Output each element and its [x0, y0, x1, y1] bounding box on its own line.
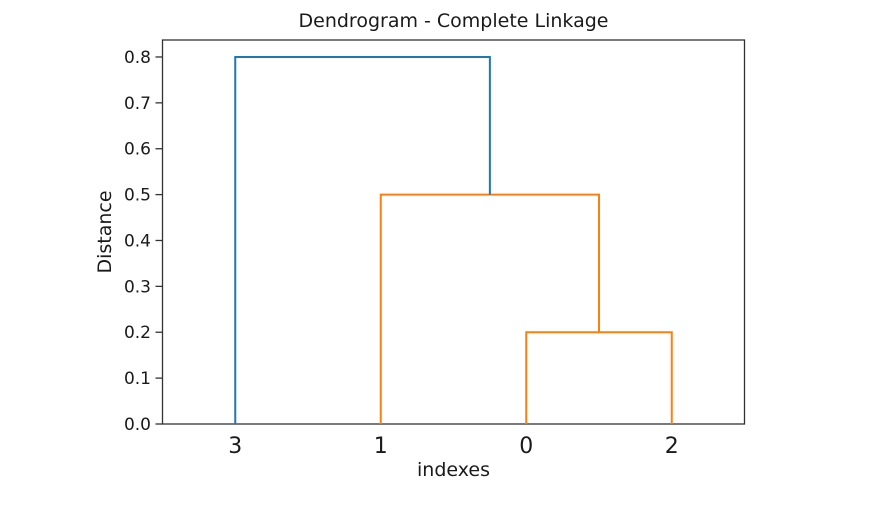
- chart-title: Dendrogram - Complete Linkage: [298, 10, 609, 32]
- x-leaf-label: 0: [519, 434, 533, 459]
- y-tick-label: 0.8: [124, 48, 151, 68]
- x-axis-label: indexes: [417, 459, 490, 481]
- dendrogram-link: [379, 193, 600, 424]
- axes-border: [161, 39, 746, 425]
- y-tick-label: 0.2: [124, 323, 151, 343]
- y-tick-label: 0.1: [124, 369, 151, 389]
- x-leaf-label: 1: [374, 434, 388, 459]
- y-tick-label: 0.7: [124, 94, 151, 114]
- dendrogram-link: [234, 55, 491, 424]
- dendrogram-link: [525, 331, 673, 424]
- x-leaf-label: 3: [228, 434, 242, 459]
- y-tick-label: 0.4: [124, 231, 151, 251]
- y-tick-label: 0.6: [124, 140, 151, 160]
- x-leaf-label: 2: [665, 434, 679, 459]
- y-tick-label: 0.0: [124, 415, 151, 435]
- y-tick-label: 0.3: [124, 277, 151, 297]
- y-tick-label: 0.5: [124, 186, 151, 206]
